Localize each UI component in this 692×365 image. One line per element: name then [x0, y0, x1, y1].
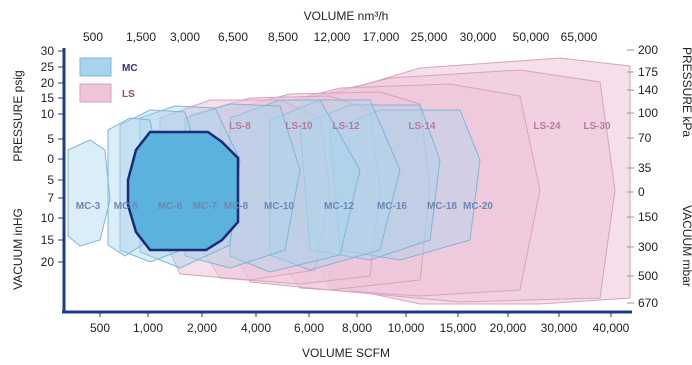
bottom-tick-label: 30,000 [541, 321, 578, 335]
left-tick-label: 25 [41, 60, 55, 74]
highlight-layer [126, 130, 240, 252]
region-label: LS-24 [533, 121, 561, 132]
left-tick-label: 7 [47, 191, 54, 205]
right-tick-label: 70 [638, 131, 652, 145]
legend-label-mc: MC [122, 63, 138, 74]
left-tick-label: 5 [47, 173, 54, 187]
top-axis-title: VOLUME nm³/h [304, 9, 389, 23]
region-label: MC-10 [264, 201, 294, 212]
region-label: LS-14 [408, 121, 436, 132]
top-tick-label: 25,000 [411, 30, 448, 44]
bottom-axis-title: VOLUME SCFM [302, 346, 390, 360]
right-tick-label: 100 [638, 106, 658, 120]
region-mc-16 [269, 99, 401, 271]
region-mc-12 [229, 99, 361, 273]
right-tick-label: 150 [638, 210, 658, 224]
left-tick-label: 15 [41, 91, 55, 105]
region-mc-20 [329, 109, 481, 261]
region-label: LS-8 [229, 121, 251, 132]
top-tick-label: 50,000 [513, 30, 550, 44]
left-tick-label: 10 [41, 211, 55, 225]
region-label: MC-18 [427, 201, 457, 212]
legend-swatch-ls [79, 83, 112, 103]
region-label: LS-30 [583, 121, 611, 132]
left-tick-label: 30 [41, 44, 55, 58]
top-tick-label: 17,000 [363, 30, 400, 44]
region-label: MC-3 [76, 201, 101, 212]
legend-label-ls: LS [122, 89, 135, 100]
right-tick-label: 140 [638, 83, 658, 97]
left-tick-label: 10 [41, 107, 55, 121]
left-tick-label: 15 [41, 233, 55, 247]
bottom-tick-label: 4,000 [241, 321, 271, 335]
right-axis-title-pressure: PRESSURE kPa [680, 47, 692, 137]
region-label: MC-7 [193, 201, 218, 212]
left-axis-title-vacuum: VACUUM inHG [11, 208, 25, 290]
top-tick-label: 30,000 [460, 30, 497, 44]
region-mc-3 [67, 139, 111, 247]
left-axis-title-pressure: PRESSURE psig [11, 70, 25, 161]
top-tick-label: 65,000 [561, 30, 598, 44]
right-tick-label: 500 [638, 269, 658, 283]
bottom-tick-label: 6,000 [294, 321, 324, 335]
region-label: MC-8 [224, 201, 249, 212]
right-tick-label: 300 [638, 240, 658, 254]
right-tick-label: 200 [638, 43, 658, 57]
left-tick-label: 0 [47, 152, 54, 166]
left-tick-label: 20 [41, 76, 55, 90]
top-tick-label: 500 [83, 30, 103, 44]
ticks-layer: 500 1,500 3,000 6,500 8,500 12,000 17,000 25,00… [41, 30, 659, 335]
right-tick-label: 35 [638, 161, 652, 175]
region-label: MC-5 [114, 201, 139, 212]
bottom-tick-label: 1,000 [133, 321, 163, 335]
right-tick-label: 0 [638, 185, 645, 199]
bottom-tick-label: 10,000 [388, 321, 425, 335]
bottom-tick-label: 15,000 [440, 321, 477, 335]
bottom-tick-label: 500 [90, 321, 110, 335]
legend: MC LS [79, 57, 138, 103]
bottom-tick-label: 2,000 [187, 321, 217, 335]
region-label: MC-20 [463, 201, 493, 212]
region-label: LS-10 [285, 121, 313, 132]
top-tick-label: 8,500 [268, 30, 298, 44]
bottom-tick-label: 40,000 [593, 321, 630, 335]
right-tick-label: 670 [638, 296, 658, 310]
region-labels-layer: MC-3 MC-5 MC-6 MC-7 MC-8 MC-10 MC-12 MC-16 MC-18… [76, 121, 611, 212]
left-tick-label: 5 [47, 132, 54, 146]
region-label: MC-12 [324, 201, 354, 212]
region-mc-8-highlight [126, 130, 240, 252]
right-axis-title-vacuum: VACUUM mbar [680, 205, 692, 287]
top-tick-label: 6,500 [218, 30, 248, 44]
top-tick-label: 12,000 [314, 30, 351, 44]
legend-swatch-mc [79, 57, 112, 77]
region-label: MC-6 [158, 201, 183, 212]
top-tick-label: 3,000 [170, 30, 200, 44]
right-tick-label: 175 [638, 65, 658, 79]
region-mc-18 [299, 104, 441, 261]
top-tick-label: 1,500 [126, 30, 156, 44]
region-label: MC-16 [377, 201, 407, 212]
bottom-tick-label: 8,000 [342, 321, 372, 335]
left-tick-label: 20 [41, 255, 55, 269]
region-label: LS-12 [332, 121, 360, 132]
bottom-tick-label: 20,000 [490, 321, 527, 335]
